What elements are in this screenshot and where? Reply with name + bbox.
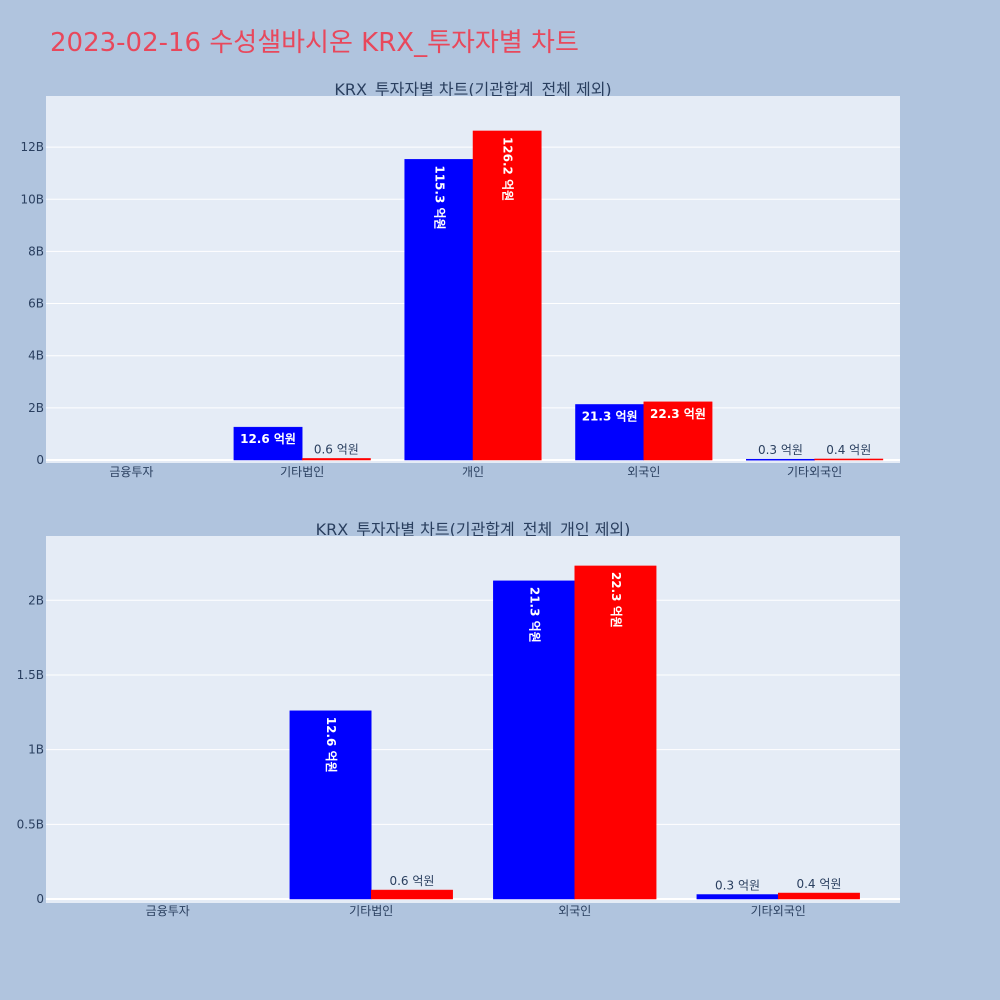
bar-외국인-series-2[interactable]: [643, 401, 713, 461]
bar-value-label: 0.3 억원: [758, 443, 803, 457]
bar-개인-series-2[interactable]: [472, 130, 542, 461]
y-tick-label: 10B: [20, 192, 44, 206]
bar-기타외국인-series-2[interactable]: [814, 458, 884, 461]
bar-기타법인-series-2[interactable]: [301, 458, 371, 461]
y-tick-label: 8B: [28, 244, 44, 258]
bar-기타법인-series-1[interactable]: [289, 710, 372, 900]
bar-value-label: 0.6 억원: [389, 874, 434, 888]
bar-개인-series-1[interactable]: [404, 159, 474, 461]
bar-value-label: 22.3 억원: [609, 572, 623, 628]
bar-외국인-series-1[interactable]: [575, 404, 645, 461]
bar-기타외국인-series-1[interactable]: [696, 894, 779, 900]
x-tick-label: 금융투자: [146, 904, 190, 918]
bar-기타법인-series-2[interactable]: [371, 889, 453, 900]
y-tick-label: 1B: [28, 743, 44, 757]
chart-title: KRX_투자자별 차트(기관합계_전체_개인 제외): [316, 520, 631, 540]
bar-기타외국인-series-1[interactable]: [746, 458, 815, 461]
bar-외국인-series-1[interactable]: [493, 580, 576, 900]
y-tick-label: 6B: [28, 297, 44, 311]
chart-title: KRX_투자자별 차트(기관합계_전체 제외): [334, 80, 611, 100]
bar-value-label: 126.2 억원: [501, 137, 515, 201]
x-tick-label: 금융투자: [109, 465, 153, 479]
bar-기타법인-series-1[interactable]: [233, 426, 303, 461]
bar-value-label: 21.3 억원: [582, 409, 638, 423]
page-title: 2023-02-16 수성샐바시온 KRX_투자자별 차트: [50, 28, 579, 58]
y-tick-label: 12B: [20, 140, 44, 154]
y-tick-label: 2B: [28, 401, 44, 415]
x-tick-label: 기타법인: [349, 904, 393, 918]
plot-area: [46, 536, 900, 903]
y-tick-label: 0: [36, 892, 44, 906]
y-tick-label: 0: [36, 453, 44, 467]
bar-value-label: 21.3 억원: [528, 587, 542, 643]
chart-krx-excluding-institutions: KRX_투자자별 차트(기관합계_전체 제외) 0 2B 4B 6B 8B 10B 12B 금…: [20, 80, 900, 479]
bar-value-label: 115.3 억원: [432, 165, 446, 229]
bar-value-label: 0.3 억원: [715, 879, 760, 893]
x-tick-label: 외국인: [627, 465, 660, 479]
bar-value-label: 0.4 억원: [826, 443, 871, 457]
bar-value-label: 12.6 억원: [240, 432, 296, 446]
bar-value-label: 0.6 억원: [314, 442, 359, 456]
bar-value-label: 0.4 억원: [796, 877, 841, 891]
x-tick-label: 기타법인: [280, 465, 324, 479]
bar-외국인-series-2[interactable]: [574, 565, 657, 900]
bar-value-label: 22.3 억원: [650, 407, 706, 421]
x-tick-label: 외국인: [558, 904, 591, 918]
x-tick-label: 기타외국인: [751, 904, 806, 918]
chart-krx-excluding-institutions-and-individuals: KRX_투자자별 차트(기관합계_전체_개인 제외) 0 0.5B 1B 1.5B 2B…: [17, 520, 900, 918]
bar-value-label: 12.6 억원: [324, 717, 338, 773]
x-tick-label: 기타외국인: [787, 465, 842, 479]
y-tick-label: 0.5B: [17, 817, 44, 831]
bar-기타외국인-series-2[interactable]: [778, 892, 860, 900]
y-tick-label: 4B: [28, 349, 44, 363]
y-tick-label: 2B: [28, 593, 44, 607]
y-tick-label: 1.5B: [17, 668, 44, 682]
x-tick-label: 개인: [462, 465, 484, 479]
